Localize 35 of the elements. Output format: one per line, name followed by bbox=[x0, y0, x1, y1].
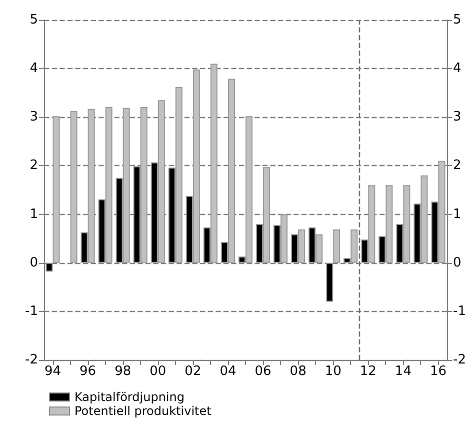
y-tick-label: -1 bbox=[25, 304, 38, 319]
x-tick-label: 00 bbox=[150, 364, 166, 379]
y-tick-label: 5 bbox=[30, 12, 38, 28]
y2-tick-label: -1 bbox=[453, 304, 466, 319]
x-tick-label: 12 bbox=[360, 364, 376, 379]
legend-label: Potentiell produktivitet bbox=[74, 404, 212, 418]
y2-tick-label: 4 bbox=[453, 61, 462, 76]
x-tick-label: 94 bbox=[44, 364, 62, 379]
bar bbox=[46, 262, 53, 272]
x-tick-label: 98 bbox=[114, 364, 132, 379]
x-tick-label: 02 bbox=[184, 364, 202, 379]
x-tick-label: 14 bbox=[394, 364, 412, 379]
y2-tick-label: 5 bbox=[453, 12, 462, 28]
bar bbox=[326, 262, 334, 302]
y-tick-label: -2 bbox=[25, 352, 38, 368]
y-tick-label: 0 bbox=[30, 255, 38, 270]
y2-tick-label: 1 bbox=[453, 206, 462, 222]
y-tick-label: 2 bbox=[30, 158, 38, 174]
y2-tick-label: 2 bbox=[453, 158, 462, 174]
y2-tick-label: 0 bbox=[453, 255, 462, 270]
x-tick-label: 08 bbox=[290, 364, 306, 379]
y-tick-label: 4 bbox=[30, 61, 38, 76]
legend-label: Kapitalfördjupning bbox=[74, 390, 184, 404]
y2-tick-label: -2 bbox=[453, 352, 466, 368]
x-tick-label: 10 bbox=[324, 364, 342, 379]
x-tick-label: 16 bbox=[430, 364, 447, 379]
bar bbox=[333, 229, 340, 263]
y2-tick-label: 3 bbox=[453, 110, 462, 125]
y-tick-label: 1 bbox=[30, 206, 38, 222]
bar bbox=[70, 110, 78, 263]
y-tick-label: 3 bbox=[30, 110, 38, 125]
x-tick-label: 96 bbox=[80, 364, 96, 379]
bar bbox=[52, 116, 60, 263]
x-tick-label: 06 bbox=[254, 364, 272, 379]
x-tick-label: 04 bbox=[220, 364, 236, 379]
